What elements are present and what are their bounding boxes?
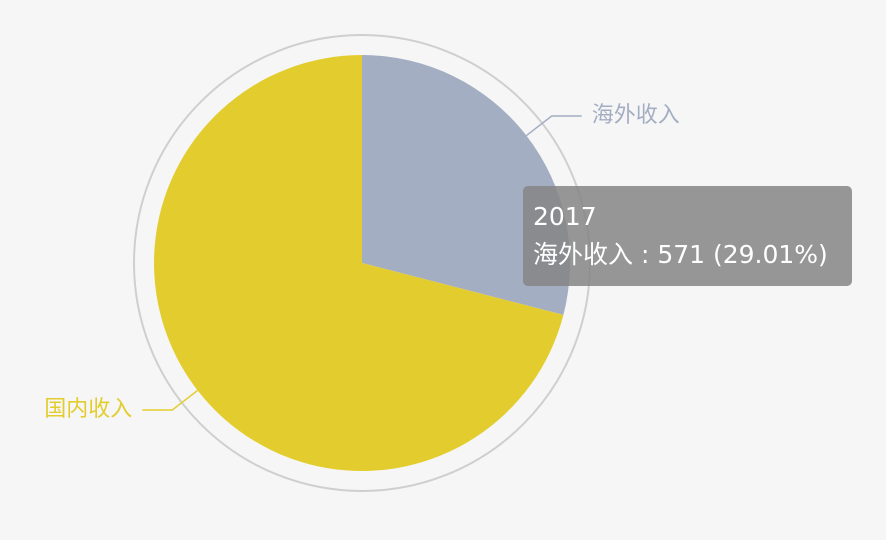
slice-label-1: 国内收入 [44,397,132,422]
pie-slice-1[interactable] [153,55,564,471]
label-line-0 [525,115,582,137]
tooltip-value: 海外收入 : 571 (29.01%) [533,240,828,269]
tooltip-title: 2017 [533,202,597,231]
slices-group [153,55,570,471]
label-line-1 [142,389,199,411]
pie-slice-0[interactable] [362,55,570,315]
slice-label-0: 海外收入 [592,103,680,128]
tooltip: 2017 海外收入 : 571 (29.01%) [523,186,852,286]
